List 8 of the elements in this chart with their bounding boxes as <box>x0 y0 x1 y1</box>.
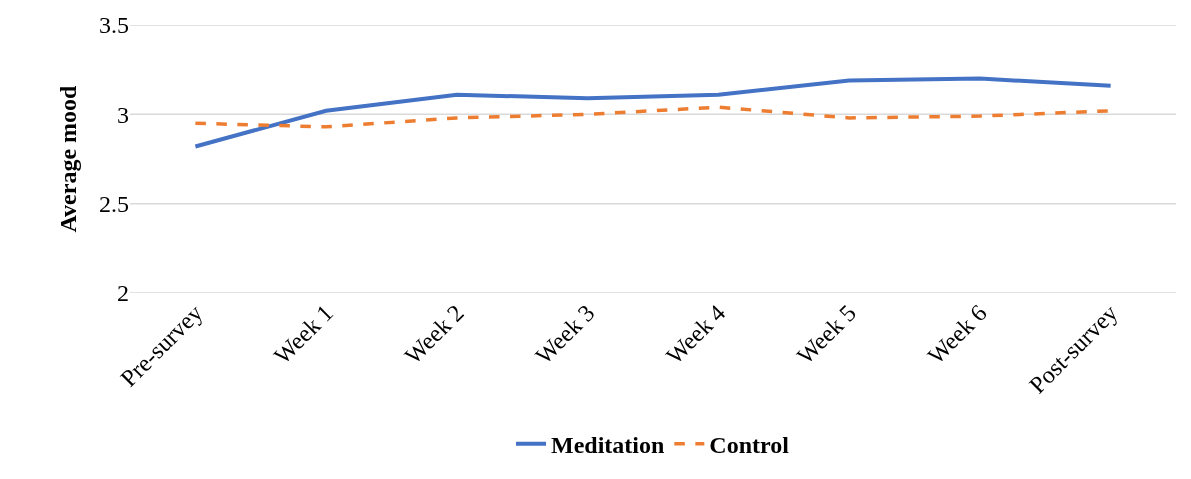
y-tick-label: 3 <box>117 101 129 128</box>
legend-label: Control <box>709 432 790 459</box>
y-axis-title: Average mood <box>55 84 82 233</box>
legend-label: Meditation <box>551 432 665 459</box>
y-tick-label: 2.5 <box>99 191 129 218</box>
y-tick-label: 2 <box>117 280 129 307</box>
line-series <box>193 76 1113 149</box>
y-tick-label: 3.5 <box>99 12 129 39</box>
